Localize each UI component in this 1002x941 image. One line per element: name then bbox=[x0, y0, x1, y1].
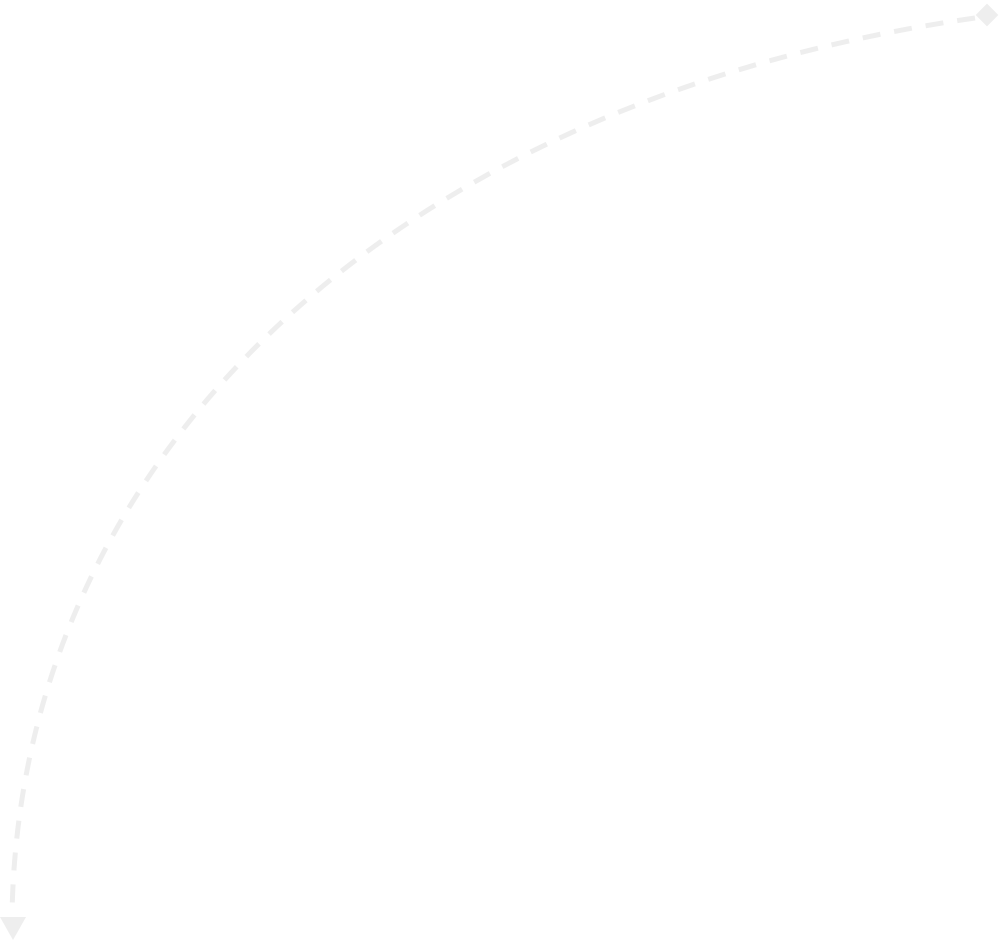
arrow-head bbox=[0, 917, 26, 940]
dashed-curve bbox=[9, 15, 976, 916]
start-diamond bbox=[975, 3, 999, 27]
